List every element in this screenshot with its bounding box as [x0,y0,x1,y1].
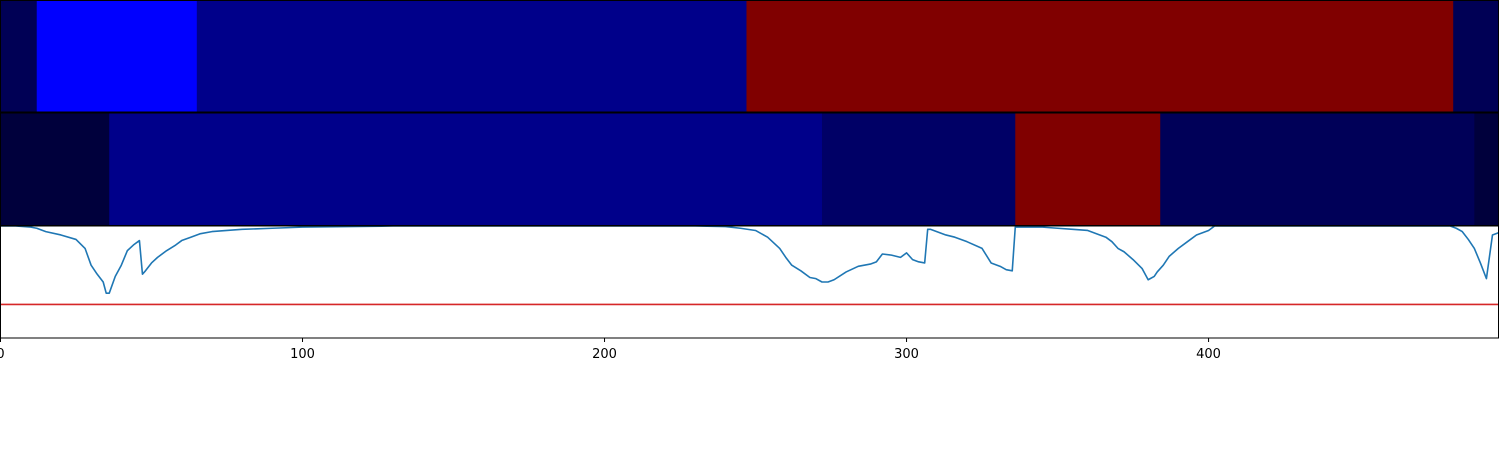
x-tick-label-4: 400 [1196,347,1221,362]
series-line-0 [0,225,1499,294]
panel-frame-top [0,0,1499,113]
x-tick-label-1: 100 [290,347,315,362]
heatmap-middle-segment-2 [821,113,1016,226]
heatmap-middle-segment-3 [1015,113,1161,226]
panel-frames [0,0,1499,339]
heatmap-middle-segment-5 [1474,113,1499,226]
heatmap-top-segment-2 [196,0,747,112]
heatmap-top-segment-3 [746,0,1454,112]
heatmap-middle-segment-4 [1160,113,1475,226]
panel-frame-bottom [0,225,1499,339]
heatmap-top-segment-4 [1453,0,1499,112]
heatmap-panel-middle [0,113,1499,226]
heatmap-top-segment-0 [0,0,38,112]
x-tick-label-3: 300 [894,347,919,362]
heatmap-panel-top [0,0,1499,112]
line-plot-background [0,226,1499,338]
heatmap-top-segment-1 [36,0,198,112]
x-axis: 0 100 200 300 400 [0,338,1221,362]
x-tick-label-0: 0 [0,347,5,362]
heatmap-middle-segment-1 [109,113,823,226]
x-tick-label-2: 200 [592,347,617,362]
line-panel-bottom [0,225,1499,338]
heatmap-middle-segment-0 [0,113,110,226]
